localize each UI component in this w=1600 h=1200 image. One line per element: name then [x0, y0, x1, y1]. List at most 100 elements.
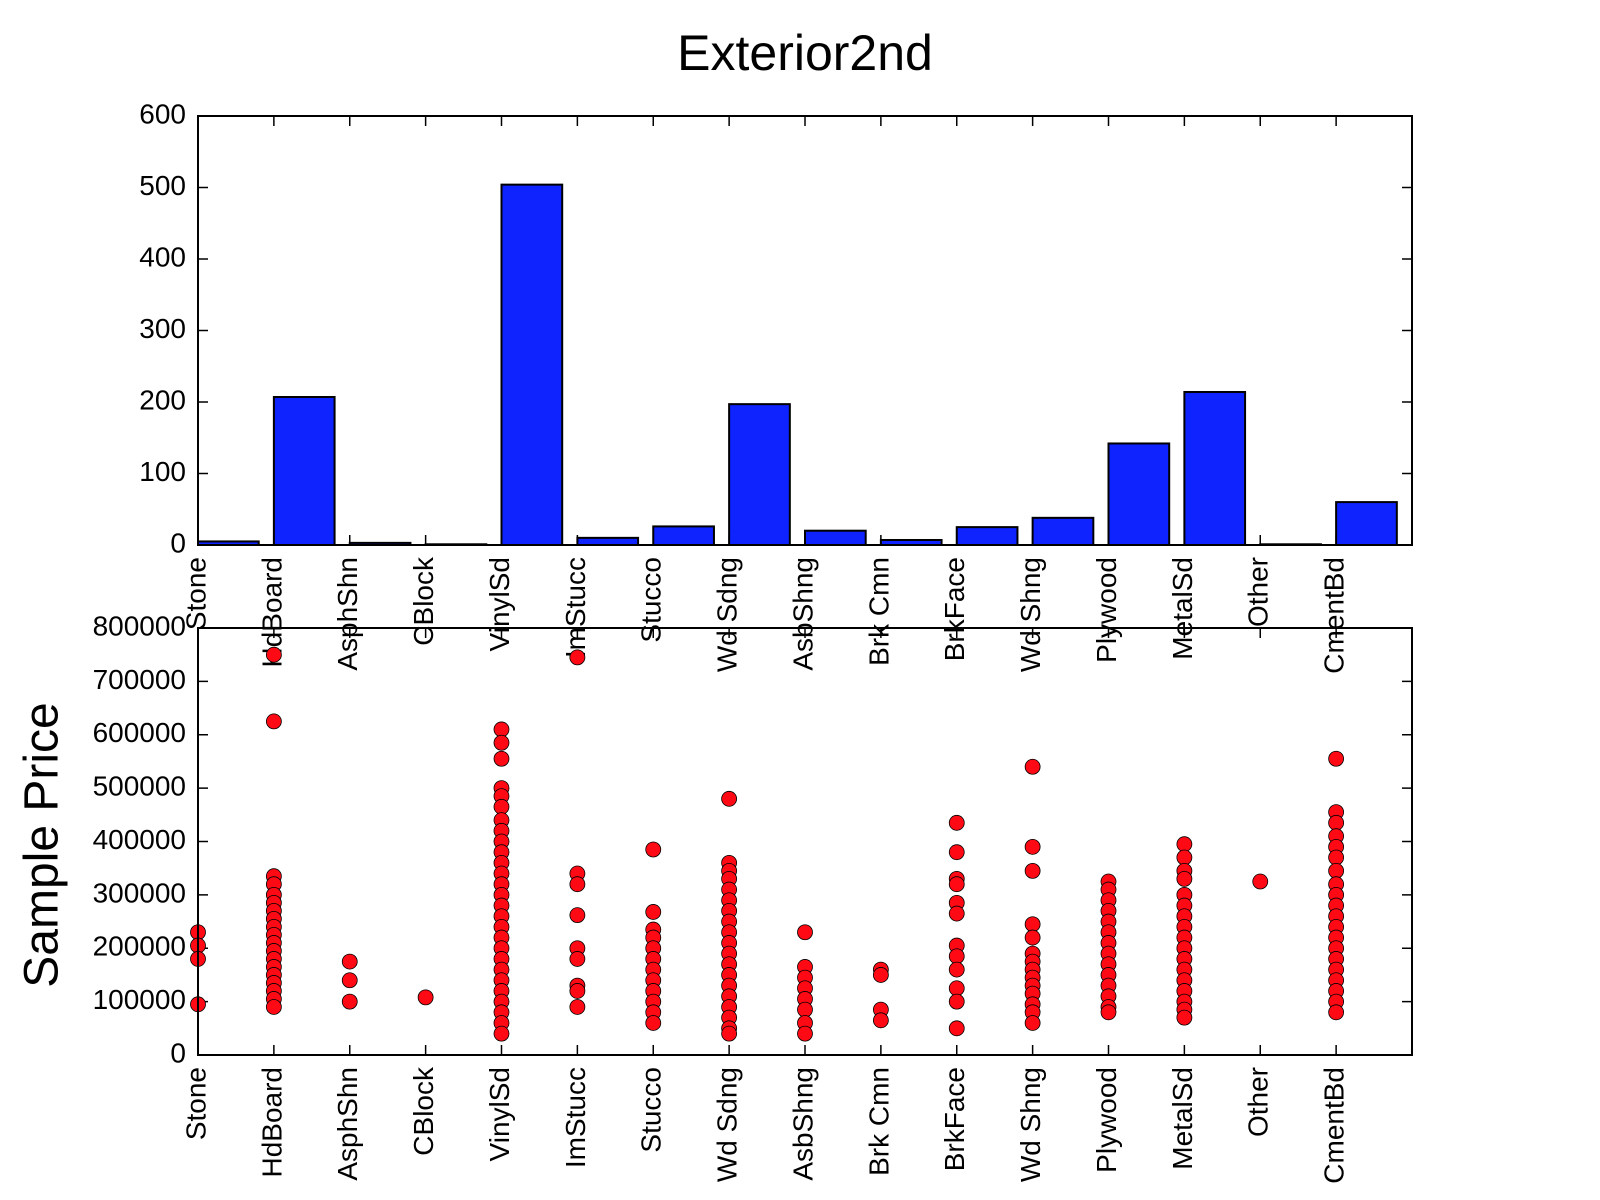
point: [1176, 1009, 1193, 1026]
point: [493, 750, 510, 767]
x-tick-label: AsphShn: [332, 1067, 363, 1181]
y-tick-label: 200: [139, 384, 186, 415]
x-tick-label: Wd Shng: [1015, 1067, 1046, 1182]
x-tick-label: Wd Shng: [1015, 557, 1046, 672]
y-tick-label: 100: [139, 456, 186, 487]
point: [1328, 814, 1345, 831]
point: [948, 905, 965, 922]
point: [1328, 750, 1345, 767]
point: [797, 924, 813, 941]
point: [1176, 836, 1193, 853]
point: [797, 1025, 813, 1042]
x-tick-label: Brk Cmn: [863, 557, 894, 666]
point: [341, 993, 358, 1010]
point: [948, 993, 965, 1010]
x-tick-label: Other: [1243, 557, 1274, 627]
x-tick-label: VinylSd: [484, 1067, 515, 1161]
x-tick-label: BrkFace: [939, 557, 970, 661]
x-tick-label: Other: [1243, 1067, 1274, 1137]
point: [1024, 862, 1041, 879]
x-tick-label: CBlock: [408, 556, 439, 646]
point: [645, 1015, 662, 1031]
point: [569, 983, 586, 999]
x-tick-label: AsphShn: [332, 557, 363, 671]
point: [645, 841, 662, 858]
x-tick-label: AsbShng: [787, 557, 818, 671]
point: [493, 798, 510, 815]
point: [493, 721, 510, 738]
x-tick-label: Brk Cmn: [863, 1067, 894, 1176]
point: [265, 713, 282, 730]
bar: [1335, 501, 1398, 547]
x-tick-label: ImStucc: [560, 557, 591, 658]
x-tick-label: ImStucc: [560, 1067, 591, 1168]
point: [1176, 849, 1193, 866]
y-tick-label: 100000: [93, 984, 186, 1015]
point: [265, 999, 282, 1015]
y-tick-label: 500000: [93, 771, 186, 802]
chart-title: Exterior2nd: [677, 25, 933, 81]
point: [1024, 916, 1041, 933]
point: [569, 876, 586, 893]
point: [341, 953, 358, 970]
point: [493, 734, 510, 751]
point: [948, 814, 965, 831]
point: [493, 1025, 510, 1042]
y-tick-label: 700000: [93, 664, 186, 695]
point: [645, 904, 662, 920]
point: [1100, 1004, 1117, 1021]
bar: [576, 536, 640, 546]
y-tick-label: 0: [170, 527, 186, 558]
bar: [955, 526, 1019, 546]
x-tick-label: AsbShng: [787, 1067, 818, 1181]
point: [948, 961, 965, 978]
bar: [728, 403, 791, 546]
point: [569, 999, 586, 1015]
y-tick-label: 400: [139, 241, 186, 272]
x-tick-label: Stone: [180, 1067, 211, 1140]
bar: [1107, 442, 1171, 546]
point: [1176, 870, 1193, 887]
y-tick-label: 800000: [93, 610, 186, 641]
point: [569, 649, 586, 666]
y-tick-label: 600: [139, 98, 186, 129]
bar: [272, 395, 336, 546]
point: [797, 1001, 813, 1018]
x-tick-label: CBlock: [408, 1066, 439, 1156]
y-tick-label: 600000: [93, 717, 186, 748]
y-tick-label: 300: [139, 313, 186, 344]
point: [569, 951, 586, 967]
point: [948, 1020, 965, 1037]
y-tick-label: 200000: [93, 931, 186, 962]
point: [417, 989, 434, 1006]
point: [1328, 862, 1345, 879]
point: [1024, 838, 1041, 855]
point: [872, 1012, 889, 1029]
x-tick-label: Stone: [180, 557, 211, 630]
point: [1024, 929, 1041, 946]
point: [948, 876, 965, 893]
plot-area: 0 100000 200000 300000 400000 500000 600000 700…: [93, 610, 1413, 1068]
point: [341, 972, 358, 989]
x-tick-label: VinylSd: [484, 557, 515, 651]
x-tick-label: Plywood: [1091, 557, 1122, 663]
y-axis-label: Sample Price: [16, 702, 69, 987]
x-labels: Stone HdBoard AsphShn CBlock VinylSd ImStucc S…: [180, 1066, 1349, 1184]
point: [872, 967, 889, 983]
x-tick-label: CmentBd: [1319, 557, 1350, 674]
point: [721, 1025, 738, 1042]
x-tick-label: Stucco: [636, 1067, 667, 1153]
bar: [1031, 516, 1095, 547]
bar: [652, 525, 715, 546]
bar: [500, 183, 564, 546]
x-tick-label: BrkFace: [939, 1067, 970, 1171]
point: [948, 948, 965, 965]
y-tick-label: 500: [139, 170, 186, 201]
x-tick-label: Plywood: [1091, 1067, 1122, 1173]
point: [1024, 1015, 1041, 1031]
point: [1024, 758, 1041, 775]
bar: [804, 529, 867, 547]
y-tick-label: 300000: [93, 877, 186, 908]
